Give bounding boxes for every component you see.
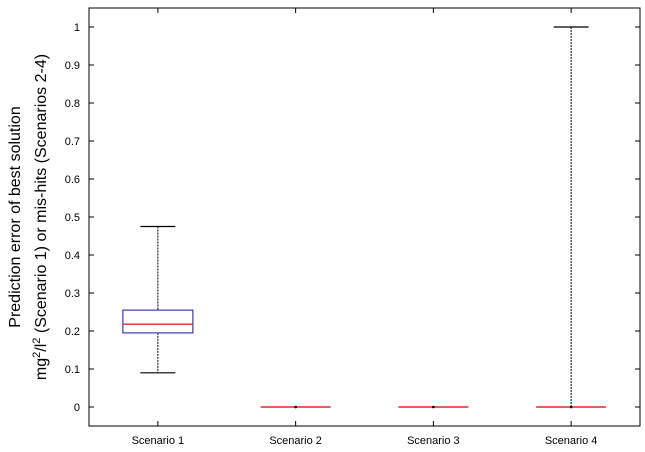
y-tick-label: 0.7 xyxy=(65,136,80,148)
y-axis-label: Prediction error of best solution mg2/l2… xyxy=(7,54,50,380)
x-axis: Scenario 1 Scenario 2 Scenario 3 Scenario 4 xyxy=(132,8,598,447)
x-tick-label: Scenario 1 xyxy=(132,435,185,447)
y-tick-label: 0.4 xyxy=(65,250,80,262)
y-tick-label: 0.3 xyxy=(65,288,80,300)
x-tick-label: Scenario 4 xyxy=(545,435,598,447)
median-point xyxy=(569,405,573,409)
y-axis-label-line1: Prediction error of best solution xyxy=(7,106,24,327)
box-1 xyxy=(122,225,194,374)
y-tick-label: 0.8 xyxy=(65,98,80,110)
y-tick-label: 0.6 xyxy=(65,174,80,186)
y-tick-label: 0.5 xyxy=(65,212,80,224)
median-point xyxy=(294,405,297,409)
box-2 xyxy=(260,405,331,409)
y-tick-label: 1 xyxy=(74,22,80,34)
box-4 xyxy=(536,26,607,409)
box-3 xyxy=(398,405,469,409)
box-iqr xyxy=(122,309,194,334)
plot-area-frame xyxy=(88,7,641,427)
x-tick-label: Scenario 2 xyxy=(269,435,322,447)
median-point xyxy=(432,405,435,409)
y-tick-label: 0.9 xyxy=(65,60,80,72)
y-axis: 0 0.1 0.2 0.3 0.4 0.5 0.6 0.7 0.8 0.9 1 xyxy=(65,22,640,414)
x-tick-label: Scenario 3 xyxy=(407,435,460,447)
y-tick-label: 0.1 xyxy=(65,364,80,376)
y-tick-label: 0.2 xyxy=(65,326,80,338)
y-axis-label-line2: mg2/l2 (Scenario 1) or mis-hits (Scenari… xyxy=(31,54,50,380)
y-tick-label: 0 xyxy=(74,402,80,414)
box-series xyxy=(122,26,607,409)
